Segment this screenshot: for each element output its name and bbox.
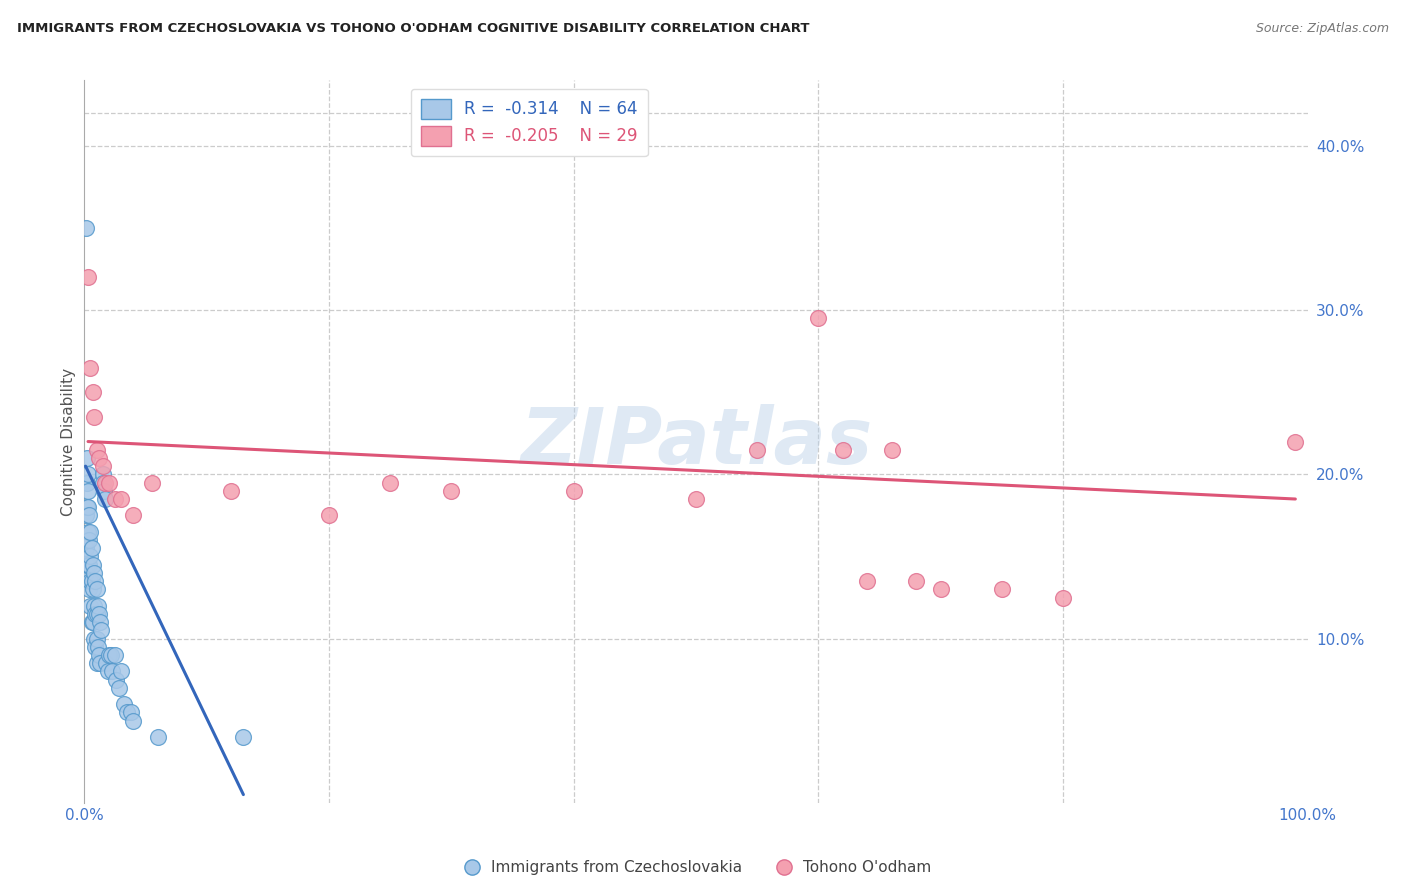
Point: [1052, 591, 1074, 605]
Point: [110, 665, 132, 679]
Point: [991, 582, 1014, 597]
Point: [86, 657, 108, 671]
Point: [75, 508, 97, 523]
Point: [83, 409, 105, 424]
Point: [90, 624, 112, 638]
Point: [76, 533, 98, 547]
Point: [75, 221, 97, 235]
Point: [122, 508, 145, 523]
Point: [82, 385, 104, 400]
Point: [82, 615, 104, 630]
Point: [86, 632, 108, 646]
Point: [807, 311, 830, 326]
Point: [141, 475, 163, 490]
Point: [76, 450, 98, 465]
Point: [77, 558, 100, 572]
Point: [76, 558, 98, 572]
Point: [685, 491, 707, 506]
Point: [84, 607, 107, 621]
Point: [77, 558, 100, 572]
Point: [440, 483, 463, 498]
Point: [104, 648, 127, 662]
Point: [104, 491, 127, 506]
Point: [562, 483, 585, 498]
Point: [76, 475, 98, 490]
Point: [84, 640, 107, 654]
Point: [82, 582, 104, 597]
Point: [101, 665, 124, 679]
Point: [79, 599, 101, 613]
Point: [91, 475, 114, 490]
Point: [232, 730, 254, 744]
Point: [83, 632, 105, 646]
Point: [146, 730, 169, 744]
Point: [831, 442, 853, 457]
Point: [94, 475, 117, 490]
Point: [94, 491, 117, 506]
Point: [86, 582, 108, 597]
Point: [97, 648, 120, 662]
Point: [110, 491, 132, 506]
Point: [93, 483, 115, 498]
Point: [84, 574, 107, 588]
Point: [79, 360, 101, 375]
Point: [77, 500, 100, 515]
Point: [100, 648, 122, 662]
Point: [80, 615, 103, 630]
Point: [77, 270, 100, 285]
Text: Source: ZipAtlas.com: Source: ZipAtlas.com: [1256, 22, 1389, 36]
Point: [91, 467, 114, 482]
Point: [83, 599, 105, 613]
Point: [929, 582, 952, 597]
Point: [89, 615, 111, 630]
Point: [76, 500, 98, 515]
Point: [96, 657, 118, 671]
Text: IMMIGRANTS FROM CZECHOSLOVAKIA VS TOHONO O'ODHAM COGNITIVE DISABILITY CORRELATIO: IMMIGRANTS FROM CZECHOSLOVAKIA VS TOHONO…: [17, 22, 810, 36]
Point: [77, 467, 100, 482]
Point: [87, 640, 110, 654]
Point: [80, 574, 103, 588]
Point: [75, 566, 97, 580]
Point: [87, 607, 110, 621]
Point: [75, 541, 97, 556]
Point: [77, 483, 100, 498]
Point: [122, 714, 145, 728]
Point: [905, 574, 928, 588]
Y-axis label: Cognitive Disability: Cognitive Disability: [60, 368, 76, 516]
Point: [880, 442, 903, 457]
Point: [79, 524, 101, 539]
Point: [219, 483, 242, 498]
Point: [83, 566, 105, 580]
Point: [86, 442, 108, 457]
Point: [82, 558, 104, 572]
Point: [77, 582, 100, 597]
Point: [87, 599, 110, 613]
Point: [97, 665, 120, 679]
Point: [115, 706, 138, 720]
Point: [107, 681, 129, 695]
Point: [112, 698, 135, 712]
Point: [105, 673, 128, 687]
Point: [77, 533, 100, 547]
Point: [747, 442, 769, 457]
Point: [79, 574, 101, 588]
Point: [87, 648, 110, 662]
Point: [77, 508, 100, 523]
Point: [77, 524, 100, 539]
Point: [380, 475, 402, 490]
Point: [79, 549, 101, 564]
Text: ZIPatlas: ZIPatlas: [520, 403, 872, 480]
Point: [91, 459, 114, 474]
Legend: Immigrants from Czechoslovakia, Tohono O'odham: Immigrants from Czechoslovakia, Tohono O…: [454, 854, 938, 881]
Point: [120, 706, 142, 720]
Point: [86, 607, 108, 621]
Point: [89, 657, 111, 671]
Point: [87, 450, 110, 465]
Point: [318, 508, 340, 523]
Point: [1284, 434, 1306, 449]
Point: [856, 574, 879, 588]
Point: [80, 541, 103, 556]
Point: [97, 475, 120, 490]
